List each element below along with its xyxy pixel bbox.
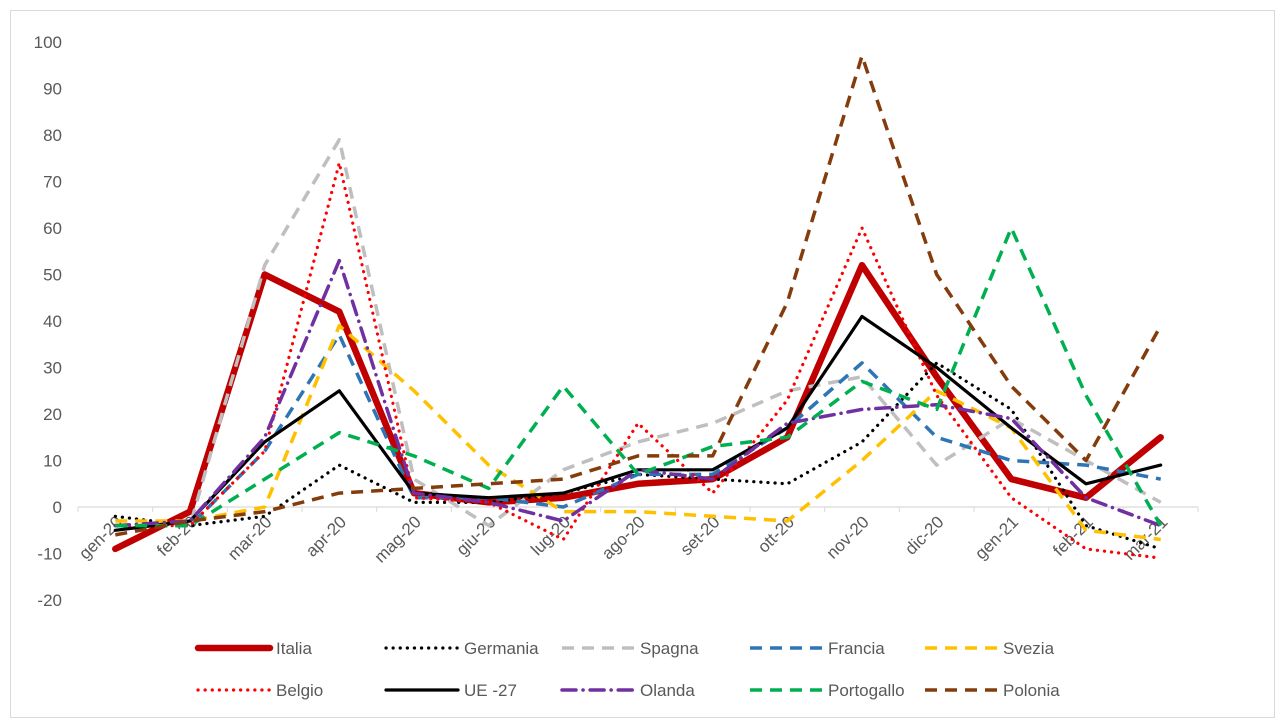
legend-label: Germania — [464, 639, 539, 658]
y-tick-label: 100 — [34, 33, 62, 52]
y-tick-label: 60 — [43, 219, 62, 238]
legend-label: Olanda — [640, 681, 695, 700]
x-tick-label: ago-20 — [598, 512, 649, 563]
x-tick-label: mag-20 — [371, 512, 425, 566]
series-line-olanda — [113, 258, 1163, 528]
x-tick-label: giu-20 — [453, 512, 500, 559]
x-tick-label: apr-20 — [302, 512, 350, 560]
y-tick-label: 10 — [43, 452, 62, 471]
legend-label: Belgio — [276, 681, 323, 700]
y-tick-label: 20 — [43, 405, 62, 424]
x-tick-label: set-20 — [677, 512, 724, 559]
y-tick-label: -10 — [37, 545, 62, 564]
x-tick-label: gen-21 — [971, 512, 1022, 563]
series-line-spagna — [115, 137, 1162, 528]
chart-frame — [10, 10, 1275, 718]
x-tick-label: nov-20 — [823, 512, 873, 562]
series-line-belgio — [113, 161, 1163, 560]
series-line-portogallo — [115, 226, 1163, 528]
legend-label: Polonia — [1003, 681, 1060, 700]
y-tick-label: 50 — [43, 266, 62, 285]
y-tick-label: -20 — [37, 591, 62, 610]
y-tick-label: 70 — [43, 173, 62, 192]
y-tick-label: 40 — [43, 312, 62, 331]
legend-label: UE -27 — [464, 681, 517, 700]
y-tick-label: 80 — [43, 126, 62, 145]
x-tick-label: mar-20 — [224, 512, 276, 564]
series-line-francia — [115, 333, 1162, 528]
legend-label: Francia — [828, 639, 885, 658]
legend-label: Portogallo — [828, 681, 905, 700]
y-tick-label: 0 — [53, 498, 62, 517]
y-tick-label: 90 — [43, 80, 62, 99]
legend-label: Svezia — [1003, 639, 1055, 658]
x-tick-label: feb-21 — [1049, 512, 1097, 560]
y-tick-label: 30 — [43, 359, 62, 378]
series-line-italia — [112, 261, 1164, 553]
x-tick-label: dic-20 — [901, 512, 947, 558]
series-line-polonia — [114, 54, 1163, 537]
legend-label: Italia — [276, 639, 312, 658]
legend-label: Spagna — [640, 639, 699, 658]
